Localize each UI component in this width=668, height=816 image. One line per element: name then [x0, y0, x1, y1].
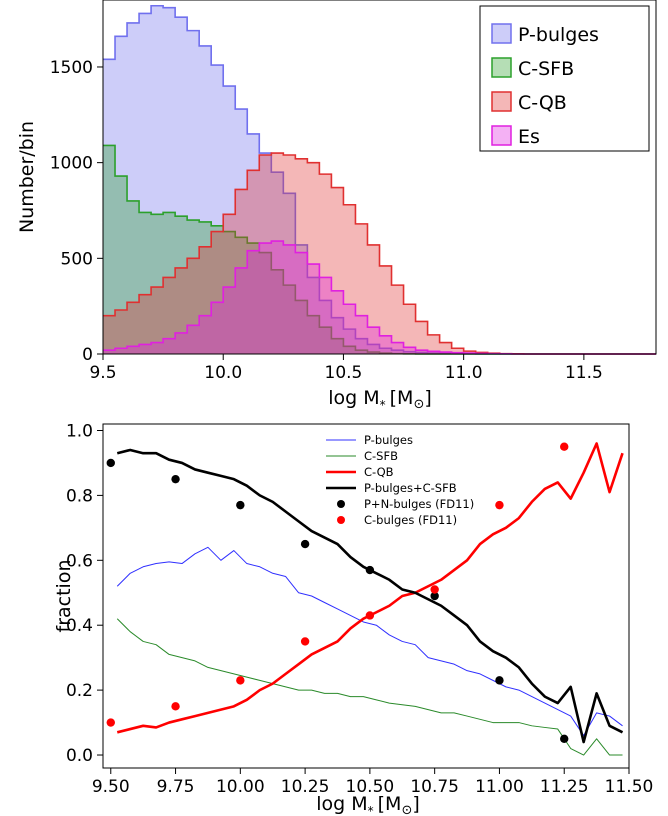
histogram-frame	[102, 0, 657, 355]
fraction-x-tick-label: 11.00	[475, 777, 524, 797]
fraction-y-ticks: 0.0 0.2 0.4 0.6 0.8 1.0	[66, 421, 103, 766]
fraction-point	[560, 442, 569, 451]
fraction-x-tick-label: 11.50	[605, 777, 654, 797]
histogram-y-tick-label: 500	[61, 249, 93, 269]
histogram-panel: 9.5 10.0 10.5 11.0 11.5 0 500 1000 1500 log M*[…	[16, 0, 657, 412]
fraction-y-axis-label: fraction	[53, 560, 75, 633]
fraction-y-tick-label: 0.8	[66, 486, 93, 506]
fraction-legend-label: P-bulges+C-SFB	[364, 481, 457, 495]
histogram-y-tick-label: 1500	[50, 58, 93, 78]
fraction-legend: P-bulges C-SFB C-QB P-bulges+C-SFB P+N-bulge…	[326, 433, 474, 527]
fraction-point	[300, 539, 310, 549]
histogram-y-axis-label: Number/bin	[16, 121, 38, 233]
histogram-fill-es	[103, 241, 656, 354]
fraction-legend-label: C-QB	[364, 465, 394, 479]
fraction-point	[171, 474, 180, 484]
histogram-x-tick-label: 11.5	[565, 363, 603, 383]
histogram-legend-label: Es	[518, 126, 540, 148]
fraction-point	[430, 585, 439, 594]
fraction-point	[560, 734, 569, 743]
fraction-y-tick-label: 0.2	[66, 681, 93, 701]
fraction-y-tick-label: 1.0	[66, 421, 93, 441]
histogram-x-tick-label: 11.0	[445, 363, 483, 383]
fraction-legend-label: P+N-bulges (FD11)	[364, 497, 474, 511]
histogram-x-tick-label: 10.5	[325, 363, 363, 383]
fraction-point	[236, 500, 245, 510]
histogram-legend-swatch	[491, 23, 512, 44]
fraction-x-tick-label: 10.25	[281, 777, 330, 797]
fraction-legend-marker	[337, 516, 345, 524]
histogram-legend-swatch	[491, 125, 512, 146]
fraction-point	[430, 591, 439, 601]
fraction-legend-marker	[337, 500, 345, 508]
histogram-legend: P-bulges C-SFB C-QB Es	[479, 5, 650, 152]
fraction-panel: 9.50 9.75 10.00 10.25 10.50 10.75 11.00 11.25 11…	[53, 421, 653, 816]
fraction-x-axis-label: log M* [M⊙]	[316, 793, 420, 816]
histogram-legend-swatch	[491, 91, 512, 112]
histogram-x-tick-label: 9.5	[89, 363, 116, 383]
fraction-x-tick-label: 9.50	[92, 777, 130, 797]
fraction-point	[365, 611, 375, 620]
histogram-y-tick-label: 1000	[50, 154, 93, 174]
fraction-points	[106, 442, 569, 743]
fraction-x-tick-label: 11.25	[540, 777, 589, 797]
fraction-line-p-bulges	[116, 546, 623, 737]
histogram-fill-c-sfb	[103, 145, 656, 354]
histogram-legend-swatch	[491, 57, 512, 78]
fraction-x-tick-label: 10.00	[216, 777, 265, 797]
histogram-fill-p-bulges	[103, 5, 656, 355]
histogram-legend-label: C-SFB	[518, 58, 574, 80]
fraction-legend-label: C-SFB	[364, 449, 398, 463]
fraction-line-c-sfb	[116, 618, 623, 756]
histogram-x-tick-label: 10.0	[204, 363, 242, 383]
fraction-x-ticks: 9.50 9.75 10.00 10.25 10.50 10.75 11.00 11.25 11…	[92, 768, 653, 797]
fraction-point	[495, 676, 504, 685]
fraction-legend-label: P-bulges	[364, 433, 413, 447]
fraction-legend-label: C-bulges (FD11)	[364, 513, 457, 527]
histogram-y-tick-label: 0	[82, 345, 93, 365]
fraction-point	[236, 676, 245, 685]
fraction-frame	[102, 423, 630, 769]
fraction-x-tick-label: 10.50	[346, 777, 395, 797]
fraction-x-tick-label: 10.75	[410, 777, 459, 797]
fraction-point	[495, 500, 504, 510]
fraction-point	[300, 637, 310, 646]
fraction-point	[106, 458, 115, 468]
fraction-point	[106, 718, 115, 727]
fraction-y-tick-label: 0.6	[66, 551, 93, 571]
fraction-y-tick-label: 0.4	[66, 616, 93, 636]
histogram-legend-frame	[479, 5, 650, 152]
histogram-y-ticks: 0 500 1000 1500	[50, 58, 103, 365]
fraction-x-tick-label: 9.75	[157, 777, 195, 797]
histogram-legend-label: P-bulges	[518, 24, 599, 46]
fraction-point	[171, 702, 180, 711]
histogram-legend-label: C-QB	[518, 92, 567, 114]
fraction-y-tick-label: 0.0	[66, 746, 93, 766]
histogram-x-axis-label: log M* [M⊙]	[328, 387, 432, 412]
histogram-x-ticks: 9.5 10.0 10.5 11.0 11.5	[89, 354, 603, 383]
fraction-point	[365, 565, 375, 575]
